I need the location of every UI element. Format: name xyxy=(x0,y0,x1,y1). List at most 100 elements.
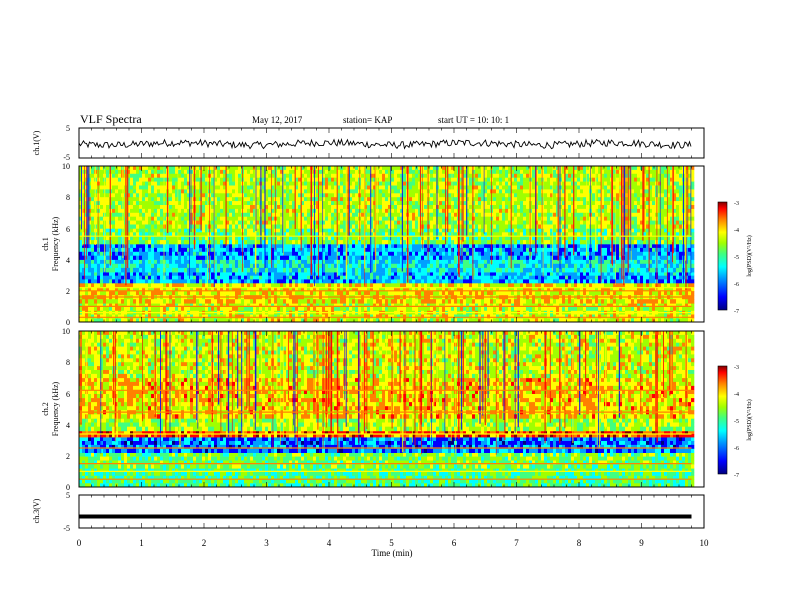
spectrogram-cell xyxy=(244,318,248,323)
spectrogram-cell xyxy=(556,272,560,276)
spectrogram-cell xyxy=(517,283,521,288)
spectrogram-cell xyxy=(349,236,353,241)
spectrogram-cell xyxy=(88,314,92,319)
spectrogram-cell xyxy=(154,232,158,237)
spectrogram-cell xyxy=(193,263,197,269)
spectrogram-cell xyxy=(628,314,632,319)
spectrogram-cell xyxy=(100,240,104,245)
spectrogram-cell xyxy=(652,307,656,311)
spectrogram-cell xyxy=(445,303,449,308)
spectrogram-cell xyxy=(505,263,509,269)
spectrogram-cell xyxy=(532,287,536,292)
spectrogram-cell xyxy=(274,272,278,276)
spectrogram-cell xyxy=(355,275,359,280)
spectrogram-cell xyxy=(571,275,575,280)
spectrogram-cell xyxy=(517,275,521,280)
spectrogram-cell xyxy=(529,263,533,269)
spectrogram-cell xyxy=(532,303,536,308)
spectrogram-cell xyxy=(295,228,299,233)
spectrogram-cell xyxy=(166,240,170,245)
spectrogram-cell xyxy=(337,240,341,245)
spectrogram-cell xyxy=(127,318,131,323)
spectrogram-cell xyxy=(349,279,353,284)
spectrogram-cell xyxy=(178,299,182,304)
spectrogram-cell xyxy=(385,228,389,233)
spectrogram-cell xyxy=(367,236,371,241)
spectrogram-cell xyxy=(220,272,224,276)
spectrogram-cell xyxy=(175,283,179,288)
spectrogram-cell xyxy=(148,275,152,280)
spectrogram-cell xyxy=(472,267,476,273)
spectrogram-cell xyxy=(634,251,638,256)
spectrogram-cell xyxy=(121,272,125,276)
spectrogram-cell xyxy=(175,236,179,241)
spectrogram-cell xyxy=(592,236,596,241)
spectrogram-cell xyxy=(364,314,368,319)
spectrogram-cell xyxy=(673,287,677,292)
spectrogram-cell xyxy=(553,272,557,276)
spectrogram-cell xyxy=(499,291,503,296)
spectrogram-cell xyxy=(424,279,428,284)
spectrogram-cell xyxy=(262,236,266,241)
spectrogram-cell xyxy=(295,255,299,260)
spectrogram-cell xyxy=(289,299,293,304)
spectrogram-cell xyxy=(601,314,605,319)
spectrogram-cell xyxy=(436,244,440,249)
spectrogram-cell xyxy=(487,287,491,292)
spectrogram-cell xyxy=(685,247,689,253)
spectrogram-cell xyxy=(649,299,653,304)
spectrogram-cell xyxy=(427,275,431,280)
spectrogram-cell xyxy=(415,232,419,237)
spectrogram-cell xyxy=(466,259,470,265)
spectrogram-cell xyxy=(112,303,116,308)
spectrogram-cell xyxy=(397,267,401,273)
spectrogram-cell xyxy=(301,259,305,265)
spectrogram-cell xyxy=(295,291,299,296)
spectrogram-cell xyxy=(79,287,83,292)
spectrogram-cell xyxy=(547,259,551,265)
spectrogram-cell xyxy=(463,263,467,269)
spectrogram-cell xyxy=(325,307,329,311)
spectrogram-cell xyxy=(628,272,632,276)
spectrogram-cell xyxy=(211,251,215,256)
spectrogram-cell xyxy=(112,314,116,319)
spectrogram-cell xyxy=(361,247,365,253)
spectrogram-cell xyxy=(136,251,140,256)
spectrogram-cell xyxy=(670,314,674,319)
spectrogram-cell xyxy=(157,236,161,241)
spectrogram-cell xyxy=(460,263,464,269)
spectrogram-cell xyxy=(610,307,614,311)
spectrogram-cell xyxy=(169,166,173,171)
spectrogram-cell xyxy=(79,318,83,323)
spectrogram-cell xyxy=(403,232,407,237)
spectrogram-cell xyxy=(373,307,377,311)
spectrogram-cell xyxy=(508,236,512,241)
spectrogram-cell xyxy=(691,299,695,304)
date-label: May 12, 2017 xyxy=(252,115,303,125)
spectrogram-cell xyxy=(349,263,353,269)
spectrogram-cell xyxy=(526,307,530,311)
spectrogram-cell xyxy=(226,299,230,304)
spectrogram-cell xyxy=(541,291,545,296)
spectrogram-cell xyxy=(298,314,302,319)
spectrogram-cell xyxy=(466,232,470,237)
spectrogram-cell xyxy=(214,255,218,260)
spectrogram-cell xyxy=(595,251,599,256)
spectrogram-cell xyxy=(175,314,179,319)
spectrogram-cell xyxy=(229,259,233,265)
spectrogram-cell xyxy=(142,255,146,260)
spectrogram-cell xyxy=(109,263,113,269)
spectrogram-cell xyxy=(448,228,452,233)
spectrogram-cell xyxy=(454,272,458,276)
spectrogram-cell xyxy=(175,303,179,308)
spectrogram-cell xyxy=(382,236,386,241)
spectrogram-cell xyxy=(301,314,305,319)
spectrogram-cell xyxy=(109,275,113,280)
spectrogram-cell xyxy=(142,259,146,265)
spectrogram-cell xyxy=(115,307,119,311)
spectrogram-cell xyxy=(415,228,419,233)
spectrogram-cell xyxy=(154,307,158,311)
spectrogram-cell xyxy=(349,272,353,276)
spectrogram-cell xyxy=(139,303,143,308)
spectrogram-cell xyxy=(283,244,287,249)
